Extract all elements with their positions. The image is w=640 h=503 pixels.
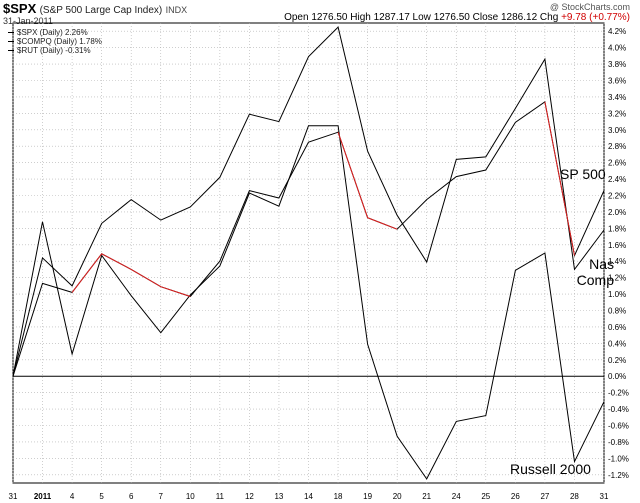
annotation-sp500: SP 500 bbox=[560, 166, 606, 182]
x-tick-label: 5 bbox=[99, 492, 104, 501]
y-tick-label: 1.0% bbox=[608, 290, 626, 299]
annotation-nas-line1: Nas bbox=[589, 256, 614, 272]
y-tick-label: 1.4% bbox=[608, 257, 626, 266]
legend-swatch bbox=[8, 32, 14, 34]
x-tick-label: 26 bbox=[511, 492, 520, 501]
x-tick-label: 18 bbox=[334, 492, 343, 501]
annotation-russell: Russell 2000 bbox=[510, 461, 591, 477]
y-tick-label: 2.4% bbox=[608, 175, 626, 184]
x-tick-label: 19 bbox=[363, 492, 372, 501]
low-value: 1276.50 bbox=[433, 12, 470, 23]
y-tick-label: -0.8% bbox=[608, 438, 629, 447]
y-tick-label: 3.0% bbox=[608, 126, 626, 135]
x-tick-label: 21 bbox=[422, 492, 431, 501]
x-tick-label: 10 bbox=[186, 492, 195, 501]
y-tick-label: 0.8% bbox=[608, 307, 626, 316]
y-tick-label: 3.8% bbox=[608, 60, 626, 69]
y-tick-label: -0.4% bbox=[608, 405, 629, 414]
close-label: Close bbox=[472, 12, 499, 23]
legend-label: $RUT (Daily) -0.31% bbox=[17, 46, 91, 55]
series-line-rut bbox=[12, 125, 605, 480]
x-tick-label: 12 bbox=[245, 492, 254, 501]
legend-label: $COMPQ (Daily) 1.78% bbox=[17, 37, 102, 46]
symbol: $SPX bbox=[3, 1, 37, 16]
y-tick-label: -0.6% bbox=[608, 422, 629, 431]
series-highlight-segment bbox=[544, 101, 575, 256]
legend-item-rut: $RUT (Daily) -0.31% bbox=[8, 46, 102, 55]
x-tick-label: 31 bbox=[600, 492, 609, 501]
y-tick-label: 3.6% bbox=[608, 77, 626, 86]
x-tick-label: 14 bbox=[304, 492, 313, 501]
open-label: Open bbox=[284, 12, 309, 23]
y-tick-label: 0.6% bbox=[608, 323, 626, 332]
y-tick-label: -0.2% bbox=[608, 389, 629, 398]
high-value: 1287.17 bbox=[373, 12, 410, 23]
y-tick-label: 3.2% bbox=[608, 109, 626, 118]
chart-date: 31-Jan-2011 bbox=[3, 16, 53, 26]
close-value: 1286.12 bbox=[500, 12, 538, 23]
x-tick-label: 7 bbox=[159, 492, 164, 501]
x-tick-label: 31 bbox=[9, 492, 18, 501]
y-tick-label: 2.2% bbox=[608, 192, 626, 201]
legend: $SPX (Daily) 2.26% $COMPQ (Daily) 1.78% … bbox=[8, 28, 102, 55]
series-highlight-segment bbox=[71, 253, 191, 297]
annotation-nas: Nas Comp bbox=[576, 256, 614, 288]
chg-value: +9.78 (+0.77%) bbox=[561, 12, 630, 23]
legend-item-compq: $COMPQ (Daily) 1.78% bbox=[8, 37, 102, 46]
y-tick-label: 4.2% bbox=[608, 27, 626, 36]
x-tick-label: 6 bbox=[129, 492, 134, 501]
legend-item-spx: $SPX (Daily) 2.26% bbox=[8, 28, 102, 37]
index-name: (S&P 500 Large Cap Index) bbox=[39, 5, 163, 16]
y-tick-label: 2.0% bbox=[608, 208, 626, 217]
credit-text: @ StockCharts.com bbox=[549, 2, 630, 12]
x-tick-label: 27 bbox=[540, 492, 549, 501]
y-tick-label: 2.6% bbox=[608, 159, 626, 168]
y-tick-label: 1.6% bbox=[608, 241, 626, 250]
x-tick-label: 4 bbox=[70, 492, 75, 501]
y-tick-label: 4.0% bbox=[608, 44, 626, 53]
x-tick-label: 24 bbox=[452, 492, 461, 501]
y-tick-label: 0.0% bbox=[608, 372, 626, 381]
legend-swatch bbox=[8, 41, 14, 43]
chart-title: $SPX (S&P 500 Large Cap Index) INDX bbox=[3, 1, 187, 16]
quote-line: Open 1276.50 High 1287.17 Low 1276.50 Cl… bbox=[284, 12, 630, 23]
high-label: High bbox=[350, 12, 371, 23]
x-tick-label: 28 bbox=[570, 492, 579, 501]
series-line-compq bbox=[12, 26, 605, 377]
x-tick-label: 13 bbox=[274, 492, 283, 501]
y-tick-label: 1.2% bbox=[608, 274, 626, 283]
y-tick-label: 3.4% bbox=[608, 93, 626, 102]
open-value: 1276.50 bbox=[311, 12, 348, 23]
legend-swatch bbox=[8, 50, 14, 52]
chg-label: Chg bbox=[539, 12, 559, 23]
x-tick-label: 20 bbox=[393, 492, 402, 501]
x-tick-label: 2011 bbox=[34, 492, 52, 501]
y-tick-label: 0.2% bbox=[608, 356, 626, 365]
y-tick-label: -1.0% bbox=[608, 454, 629, 463]
x-tick-label: 11 bbox=[216, 492, 225, 501]
series-highlight-segment bbox=[337, 132, 398, 230]
x-tick-label: 25 bbox=[481, 492, 490, 501]
annotation-nas-line2: Comp bbox=[576, 272, 614, 288]
y-tick-label: 0.4% bbox=[608, 339, 626, 348]
low-label: Low bbox=[412, 12, 431, 23]
y-tick-label: 2.8% bbox=[608, 142, 626, 151]
legend-label: $SPX (Daily) 2.26% bbox=[17, 28, 88, 37]
y-tick-label: -1.2% bbox=[608, 471, 629, 480]
exchange: INDX bbox=[165, 5, 188, 15]
y-tick-label: 1.8% bbox=[608, 224, 626, 233]
